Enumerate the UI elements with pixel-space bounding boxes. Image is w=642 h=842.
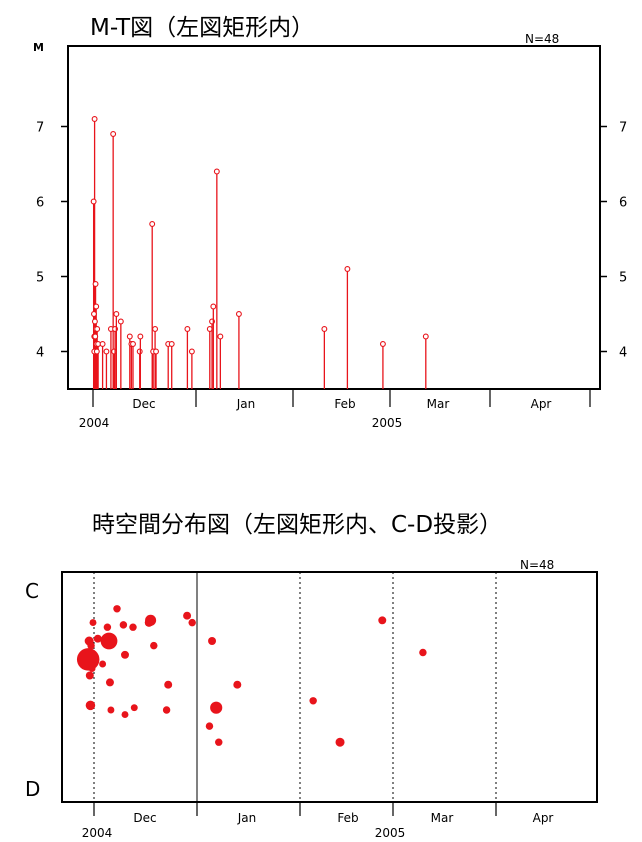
event-dot (130, 704, 138, 712)
stem-marker (103, 348, 110, 355)
y-tick-label-left: 7 (36, 121, 44, 136)
stem-marker (152, 326, 159, 332)
event-dot (188, 618, 196, 627)
stem-marker (217, 333, 224, 340)
event-dot (233, 680, 242, 689)
stem-marker (113, 311, 120, 317)
stem-marker (92, 281, 99, 287)
stem-marker (94, 326, 101, 332)
stem-marker (91, 318, 98, 325)
event-dot (309, 697, 317, 705)
event-dot (150, 641, 158, 650)
x-year-label: 2005 (375, 826, 406, 840)
x-month-label: Jan (236, 397, 256, 411)
event-dot (107, 706, 115, 714)
stem-marker (137, 333, 144, 340)
event-dot (100, 632, 118, 650)
event-dot (113, 605, 121, 613)
event-dot (99, 660, 107, 668)
x-year-label: 2004 (79, 416, 110, 430)
stem-marker (210, 303, 217, 310)
count-label: N=48 (520, 558, 554, 572)
event-dot (76, 648, 100, 671)
event-dot (88, 665, 96, 673)
chart-title-spacetime: 時空間分布図（左図矩形内、C-D投影） (92, 512, 503, 538)
y-axis-label: M (33, 41, 44, 54)
event-dot (93, 634, 102, 643)
y-tick-label-left: 5 (36, 271, 44, 286)
event-dot (378, 616, 387, 625)
stem-marker (213, 168, 220, 175)
y-top-label: C (25, 579, 39, 603)
stem-marker (422, 333, 429, 340)
event-dot (119, 621, 128, 629)
x-month-label: Mar (427, 397, 450, 411)
y-tick-label-right: 4 (619, 346, 627, 361)
stem-marker (188, 348, 195, 355)
event-dot (103, 623, 112, 631)
x-year-label: 2005 (372, 416, 403, 430)
x-year-label: 2004 (82, 826, 113, 840)
event-dot (105, 678, 114, 687)
y-tick-label-right: 6 (619, 196, 627, 211)
event-dot (89, 619, 97, 627)
x-month-label: Jan (237, 811, 257, 825)
x-month-label: Apr (533, 811, 554, 825)
stem-marker (344, 266, 351, 272)
stem-marker (93, 348, 100, 355)
count-label: N=48 (525, 32, 559, 46)
stem-marker (149, 221, 156, 227)
stem-marker (110, 131, 117, 137)
stem-marker (235, 311, 242, 317)
stem-marker (93, 303, 100, 310)
stem-marker (90, 198, 97, 205)
y-tick-label-right: 7 (619, 121, 627, 136)
event-dot (121, 650, 129, 659)
event-dot (162, 706, 171, 714)
x-month-label: Feb (334, 397, 355, 411)
stem-marker (92, 333, 99, 340)
y-tick-label-left: 4 (36, 346, 44, 361)
stem-marker (126, 333, 133, 340)
event-dot (85, 700, 96, 711)
event-dot (419, 648, 427, 657)
event-dot (215, 738, 223, 746)
event-dot (335, 737, 345, 747)
stem-marker (379, 341, 386, 347)
x-month-label: Dec (133, 811, 156, 825)
stem-marker (130, 341, 136, 347)
x-month-label: Feb (337, 811, 358, 825)
x-month-label: Apr (531, 397, 552, 411)
event-dot (87, 641, 95, 650)
stem-marker (117, 318, 124, 325)
y-tick-label-right: 5 (619, 271, 627, 286)
event-dot (145, 614, 157, 626)
event-dot (85, 671, 94, 680)
stem-marker (91, 116, 98, 122)
stem-marker (168, 341, 175, 347)
event-dot (183, 611, 192, 620)
stem-marker (99, 341, 106, 347)
y-bottom-label: D (25, 777, 40, 801)
event-dot (205, 722, 214, 730)
x-month-label: Dec (132, 397, 155, 411)
y-tick-label-left: 6 (36, 196, 44, 211)
event-dot (210, 701, 223, 714)
stem-marker (153, 348, 159, 355)
event-dot (208, 637, 217, 645)
event-dot (164, 680, 173, 689)
plot-frame (61, 571, 598, 803)
stem-marker (321, 326, 328, 332)
event-dot (121, 711, 129, 719)
x-month-label: Mar (431, 811, 454, 825)
stem-marker (184, 326, 191, 332)
event-dot (129, 623, 137, 631)
plot-frame (67, 45, 601, 390)
chart-title-mt: M-T図（左図矩形内） (90, 15, 315, 41)
stem-marker (91, 311, 97, 317)
